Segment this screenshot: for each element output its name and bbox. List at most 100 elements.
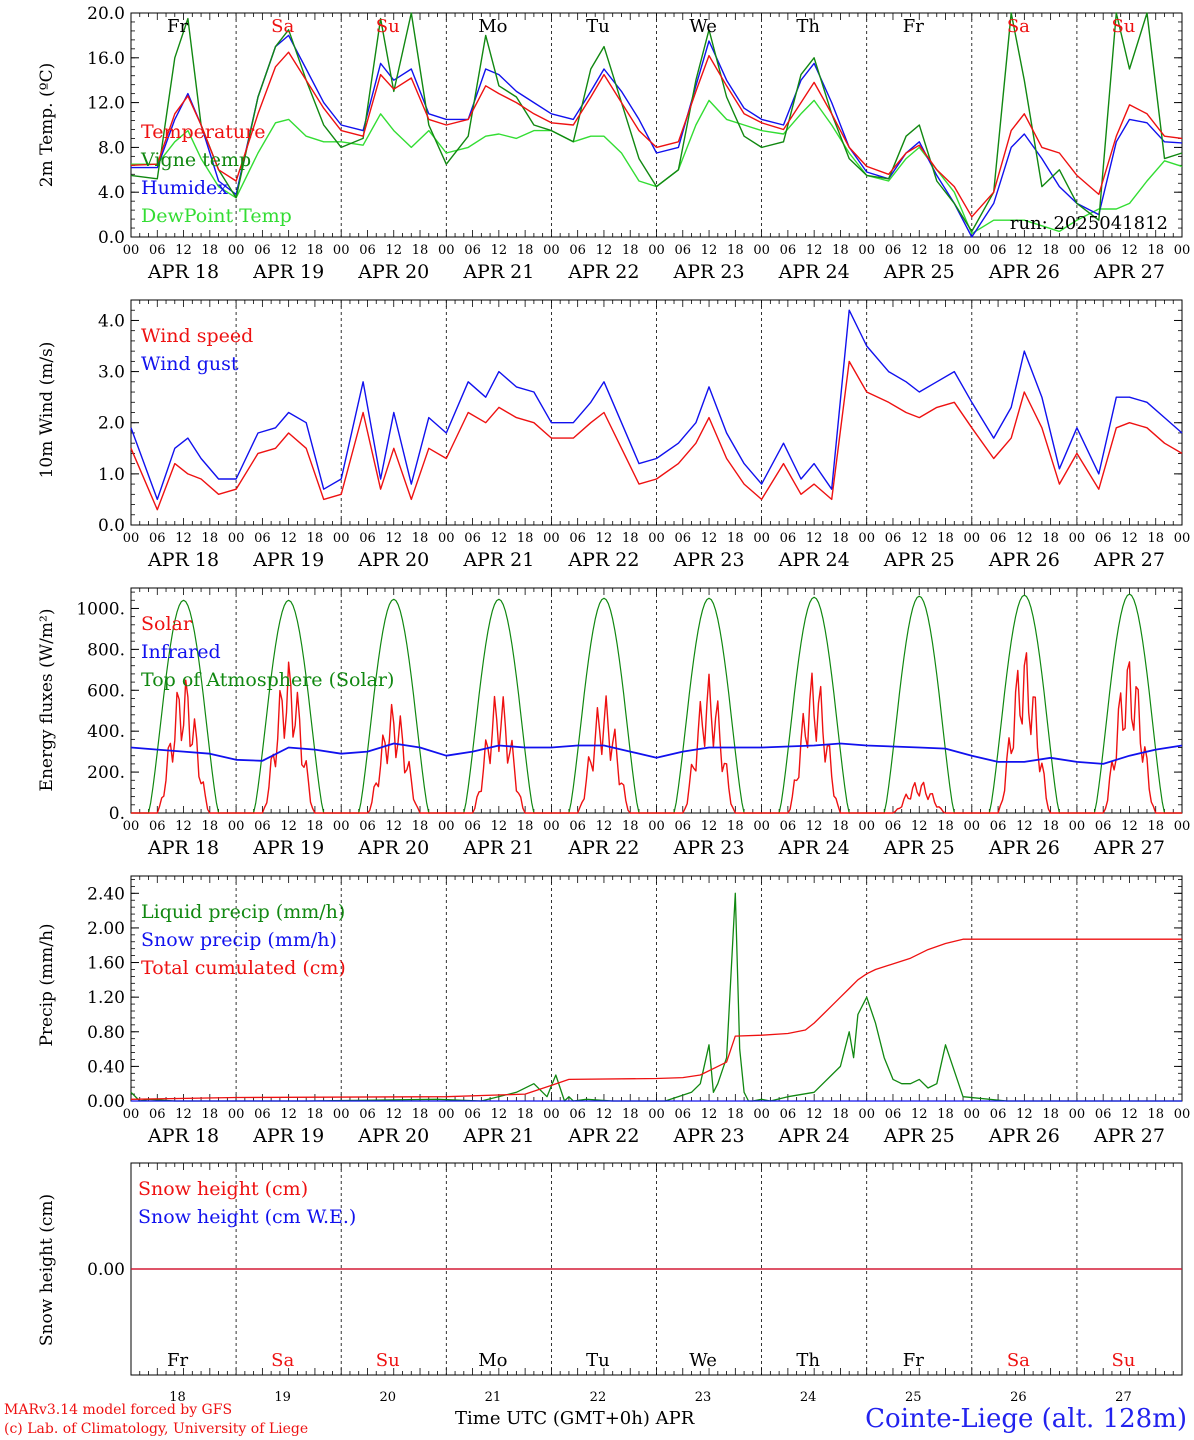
weekday-label: Su [376, 16, 400, 37]
x-hour-label: 00 [438, 531, 455, 546]
x-hour-label: 12 [491, 243, 508, 258]
weekday-label: Tu [586, 16, 610, 37]
x-hour-label: 06 [675, 819, 692, 834]
x-hour-label: 18 [622, 531, 639, 546]
x-hour-label: 00 [1069, 243, 1086, 258]
x-date-label: APR 22 [567, 549, 639, 571]
x-date-label: APR 26 [988, 549, 1060, 571]
x-hour-label: 18 [832, 243, 849, 258]
day-number-label: 18 [169, 1390, 186, 1405]
x-hour-label: 18 [832, 531, 849, 546]
x-date-label: APR 25 [883, 549, 955, 571]
x-hour-label: 00 [858, 243, 875, 258]
x-hour-label: 18 [307, 243, 324, 258]
weekday-label: Fr [167, 1350, 188, 1371]
x-hour-label: 12 [280, 819, 297, 834]
x-date-label: APR 24 [778, 837, 850, 859]
x-hour-label: 12 [701, 819, 718, 834]
x-hour-label: 00 [438, 243, 455, 258]
x-hour-label: 06 [254, 243, 271, 258]
x-hour-label: 00 [648, 243, 665, 258]
x-date-label: APR 19 [252, 837, 324, 859]
y-tick-label: 8.0 [98, 138, 125, 158]
weekday-label: Mo [478, 16, 507, 37]
x-hour-label: 12 [280, 1107, 297, 1122]
x-hour-label: 06 [1095, 1107, 1112, 1122]
x-hour-label: 12 [701, 1107, 718, 1122]
x-date-label: APR 22 [567, 837, 639, 859]
x-hour-label: 06 [149, 243, 166, 258]
x-hour-label: 06 [254, 1107, 271, 1122]
y-tick-label: 2.00 [87, 919, 125, 939]
x-hour-label: 06 [885, 819, 902, 834]
x-hour-label: 18 [937, 1107, 954, 1122]
x-hour-label: 06 [149, 531, 166, 546]
x-hour-label: 00 [1069, 1107, 1086, 1122]
x-hour-label: 12 [701, 531, 718, 546]
weekday-label: Sa [1007, 1350, 1030, 1371]
x-date-label: APR 20 [357, 549, 429, 571]
day-number-label: 22 [590, 1390, 607, 1405]
x-hour-label: 06 [675, 531, 692, 546]
x-hour-label: 00 [1069, 531, 1086, 546]
time-axis-label: Time UTC (GMT+0h) APR [455, 1408, 695, 1429]
x-date-label: APR 26 [988, 1125, 1060, 1147]
x-hour-label: 12 [911, 1107, 928, 1122]
weekday-label: Fr [903, 16, 924, 37]
x-hour-label: 00 [123, 1107, 140, 1122]
x-hour-label: 00 [858, 1107, 875, 1122]
weekday-label: Mo [478, 1350, 507, 1371]
x-hour-label: 06 [464, 531, 481, 546]
x-hour-label: 00 [964, 819, 981, 834]
x-hour-label: 00 [228, 531, 245, 546]
x-hour-label: 18 [202, 819, 219, 834]
x-hour-label: 06 [569, 819, 586, 834]
weekday-label: Th [796, 1350, 820, 1371]
series-line [130, 51, 1183, 218]
x-hour-label: 12 [175, 531, 192, 546]
x-hour-label: 18 [1147, 531, 1164, 546]
run-annotation: run: 2025041812 [1010, 213, 1168, 234]
x-hour-label: 12 [175, 1107, 192, 1122]
x-hour-label: 00 [1174, 819, 1191, 834]
y-tick-label: 4.0 [98, 311, 125, 331]
x-hour-label: 06 [780, 531, 797, 546]
weekday-label: Sa [1007, 16, 1030, 37]
x-hour-label: 00 [333, 243, 350, 258]
x-hour-label: 12 [491, 819, 508, 834]
y-tick-label: 12.0 [87, 94, 125, 114]
x-hour-label: 12 [701, 243, 718, 258]
x-hour-label: 12 [1016, 243, 1033, 258]
x-hour-label: 06 [675, 1107, 692, 1122]
x-hour-label: 06 [780, 1107, 797, 1122]
station-title: Cointe-Liege (alt. 128m) [865, 1404, 1187, 1434]
y-axis-label: Energy fluxes (W/m²) [37, 609, 57, 792]
legend-entry: Liquid precip (mm/h) [141, 901, 345, 923]
weekday-label: We [689, 1350, 717, 1371]
panel-frame [130, 12, 1183, 238]
x-hour-label: 00 [333, 531, 350, 546]
legend-entry: Snow height (cm) [138, 1178, 308, 1200]
y-tick-label: 1.0 [98, 465, 125, 485]
y-tick-label: 0.0 [98, 516, 125, 536]
y-tick-label: 2.40 [87, 884, 125, 904]
y-tick-label: 0.00 [87, 1260, 125, 1280]
y-tick-label: 600. [87, 681, 125, 701]
weekday-label: Th [796, 16, 820, 37]
x-hour-label: 06 [990, 1107, 1007, 1122]
legend-entry: Solar [141, 613, 193, 635]
x-date-label: APR 21 [462, 837, 534, 859]
panel-2: 0.0 1.0 2.0 3.0 4.0 10m Wind (m/s) Wind speed W… [37, 299, 1190, 571]
x-date-label: APR 23 [673, 1125, 745, 1147]
x-date-label: APR 26 [988, 261, 1060, 283]
x-hour-label: 12 [1121, 243, 1138, 258]
x-hour-label: 06 [675, 243, 692, 258]
solar-line [131, 652, 1182, 814]
x-hour-label: 00 [543, 1107, 560, 1122]
x-hour-label: 06 [149, 1107, 166, 1122]
panel-1: 0.0 4.0 8.0 12.0 16.0 20.0 2m Temp. (ºC) Temper… [37, 4, 1190, 283]
x-hour-label: 00 [228, 1107, 245, 1122]
y-tick-label: 20.0 [87, 4, 125, 24]
x-hour-label: 00 [123, 819, 140, 834]
